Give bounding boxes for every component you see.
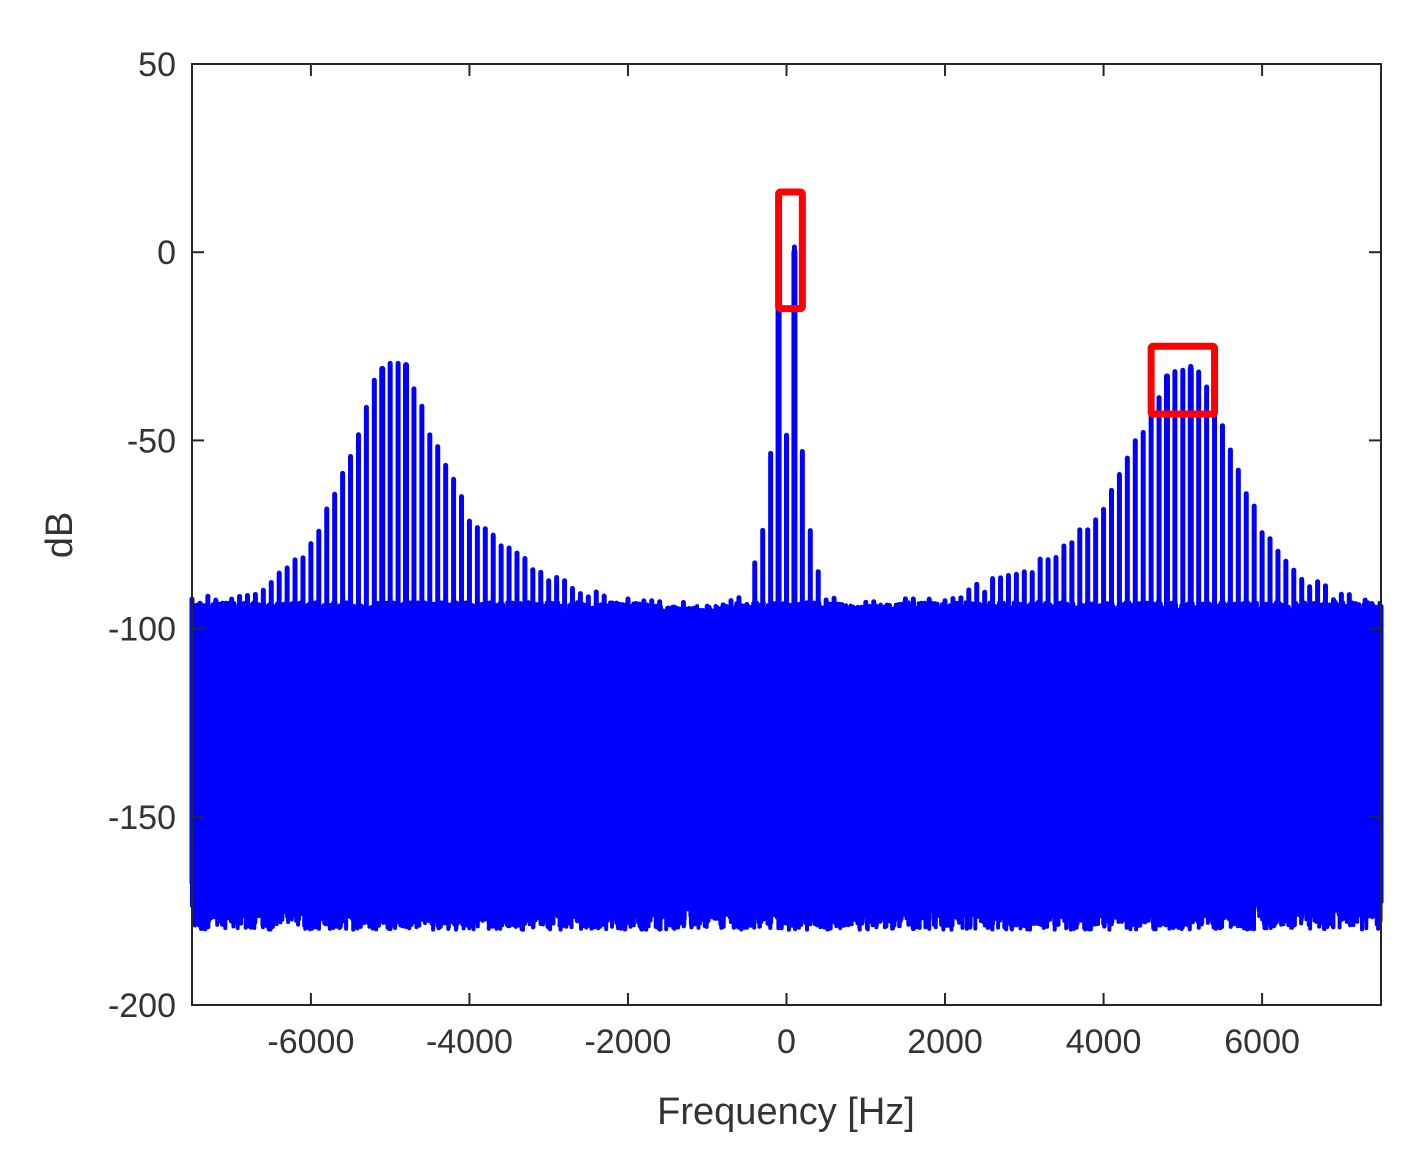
x-tick-label: 6000 — [1224, 1023, 1300, 1061]
series-layer — [189, 244, 1384, 932]
y-tick-label: 0 — [157, 234, 176, 272]
x-tick-label: -4000 — [426, 1023, 513, 1061]
y-tick-label: -150 — [108, 799, 176, 837]
y-tick-label: 50 — [138, 46, 176, 84]
y-tick-label: -50 — [127, 422, 176, 460]
annotation-layer — [775, 188, 1219, 418]
x-tick-label: 4000 — [1066, 1023, 1142, 1061]
highlight-box — [1147, 342, 1219, 418]
highlight-box — [775, 188, 806, 313]
y-tick-label: -200 — [108, 987, 176, 1025]
x-tick-label: -2000 — [584, 1023, 671, 1061]
x-tick-label: -6000 — [267, 1023, 354, 1061]
x-tick-label: 2000 — [907, 1023, 983, 1061]
y-axis-label: dB — [39, 512, 81, 558]
x-tick-label: 0 — [777, 1023, 796, 1061]
x-axis-label: Frequency [Hz] — [657, 1091, 915, 1133]
tick-layer: -6000 -4000 -2000 0 2000 4000 6000 50 0 -50 -100 -1… — [108, 46, 1381, 1061]
y-tick-label: -100 — [108, 611, 176, 649]
